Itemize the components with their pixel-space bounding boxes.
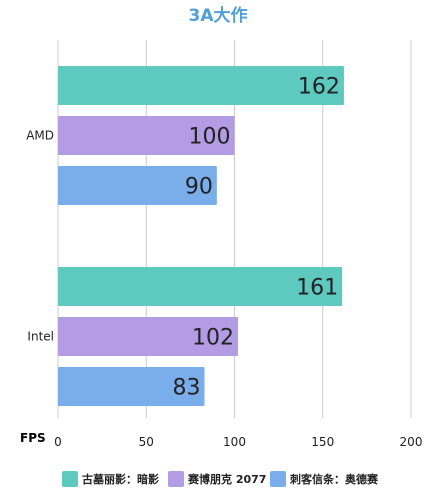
x-tick-label-150: 150 [311, 435, 334, 449]
legend-label-2: 刺客信条：奥德赛 [289, 472, 379, 486]
legend-swatch-2 [270, 471, 286, 487]
x-tick-label-0: 0 [54, 435, 62, 449]
category-label-intel: Intel [27, 330, 54, 344]
bar-amd-series-0 [58, 66, 344, 105]
chart-title: 3A大作 [189, 5, 248, 26]
category-label-amd: AMD [26, 129, 54, 143]
x-tick-label-50: 50 [139, 435, 154, 449]
x-tick-label-200: 200 [400, 435, 423, 449]
legend-label-0: 古墓丽影：暗影 [82, 472, 159, 486]
bar-intel-series-1 [58, 317, 239, 356]
bars: 162 100 90 161 102 83 [58, 66, 344, 406]
x-axis-unit-label: FPS [20, 431, 46, 445]
x-tick-label-100: 100 [223, 435, 246, 449]
bar-value-label-intel-series-0: 161 [296, 276, 338, 301]
legend-swatch-1 [168, 471, 184, 487]
bar-value-label-intel-series-2: 83 [172, 376, 200, 401]
legend-swatch-0 [62, 471, 78, 487]
bar-intel-series-0 [58, 267, 343, 306]
bar-value-label-amd-series-0: 162 [298, 75, 340, 100]
legend-label-1: 赛博朋克 2077 [187, 472, 266, 486]
legend: 古墓丽影：暗影 赛博朋克 2077 刺客信条：奥德赛 [62, 471, 379, 487]
bar-amd-series-1 [58, 116, 235, 155]
bar-amd-series-2 [58, 166, 217, 205]
bar-value-label-amd-series-1: 100 [189, 125, 231, 150]
category-labels: AMD Intel [26, 129, 54, 344]
bar-value-label-amd-series-2: 90 [185, 175, 213, 200]
x-tick-labels: 0 50 100 150 200 [54, 435, 422, 449]
bar-value-label-intel-series-1: 102 [192, 326, 234, 351]
bar-intel-series-2 [58, 367, 205, 406]
